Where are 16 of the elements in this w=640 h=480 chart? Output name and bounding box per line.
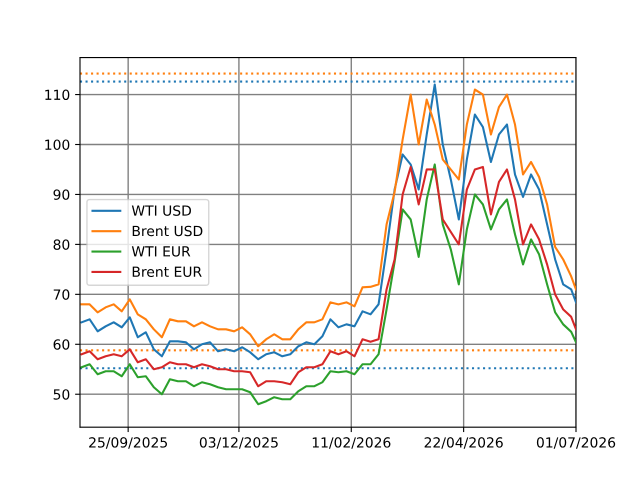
y-tick-label: 90 <box>53 189 70 200</box>
x-tick-label: 25/09/2025 <box>89 437 167 449</box>
y-tick-label: 110 <box>45 90 70 100</box>
y-tick-label: 80 <box>54 239 70 250</box>
x-tick-label: 03/12/2025 <box>200 437 278 449</box>
x-tick-label: 11/02/2026 <box>312 437 390 449</box>
y-tick-label: 70 <box>54 289 70 300</box>
legend-label: WTI USD <box>132 205 191 216</box>
legend-label: Brent EUR <box>132 266 202 278</box>
legend-label: Brent USD <box>132 226 202 236</box>
y-tick-label: 100 <box>45 139 70 150</box>
y-tick-label: 50 <box>54 389 70 400</box>
x-tick-label: 22/04/2026 <box>424 437 503 449</box>
y-tick-label: 60 <box>54 339 70 350</box>
x-tick-label: 01/07/2026 <box>536 437 616 449</box>
legend-label: WTI EUR <box>132 246 190 257</box>
